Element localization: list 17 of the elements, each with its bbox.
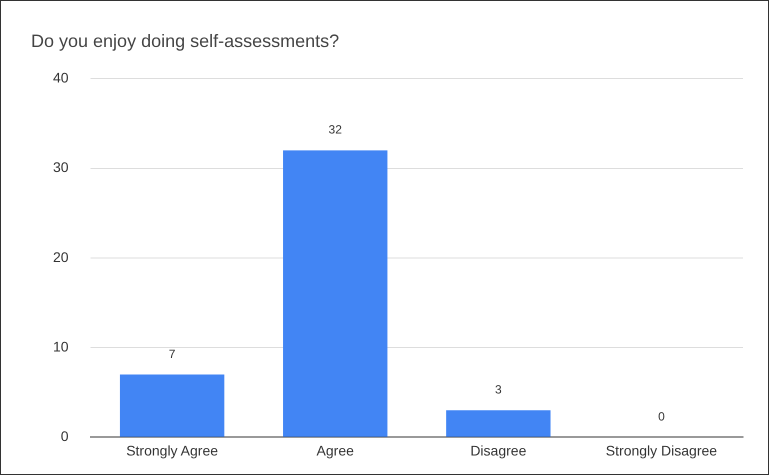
y-tick-label: 0 <box>60 428 69 444</box>
bar <box>283 150 388 437</box>
x-tick-label: Disagree <box>470 442 527 458</box>
x-tick-label: Agree <box>316 442 354 458</box>
chart-title: Do you enjoy doing self-assessments? <box>31 30 340 51</box>
data-label: 7 <box>168 346 176 361</box>
y-tick-label: 40 <box>52 69 69 86</box>
data-label: 32 <box>328 122 342 137</box>
data-label: 3 <box>494 382 502 397</box>
x-tick-label: Strongly Disagree <box>606 442 718 458</box>
bar <box>120 374 224 437</box>
y-tick-label: 10 <box>52 338 69 354</box>
data-label: 0 <box>658 410 666 424</box>
y-tick-label: 20 <box>52 248 69 265</box>
x-tick-label: Strongly Agree <box>126 442 218 458</box>
y-tick-label: 30 <box>52 159 69 176</box>
bar <box>446 410 551 437</box>
